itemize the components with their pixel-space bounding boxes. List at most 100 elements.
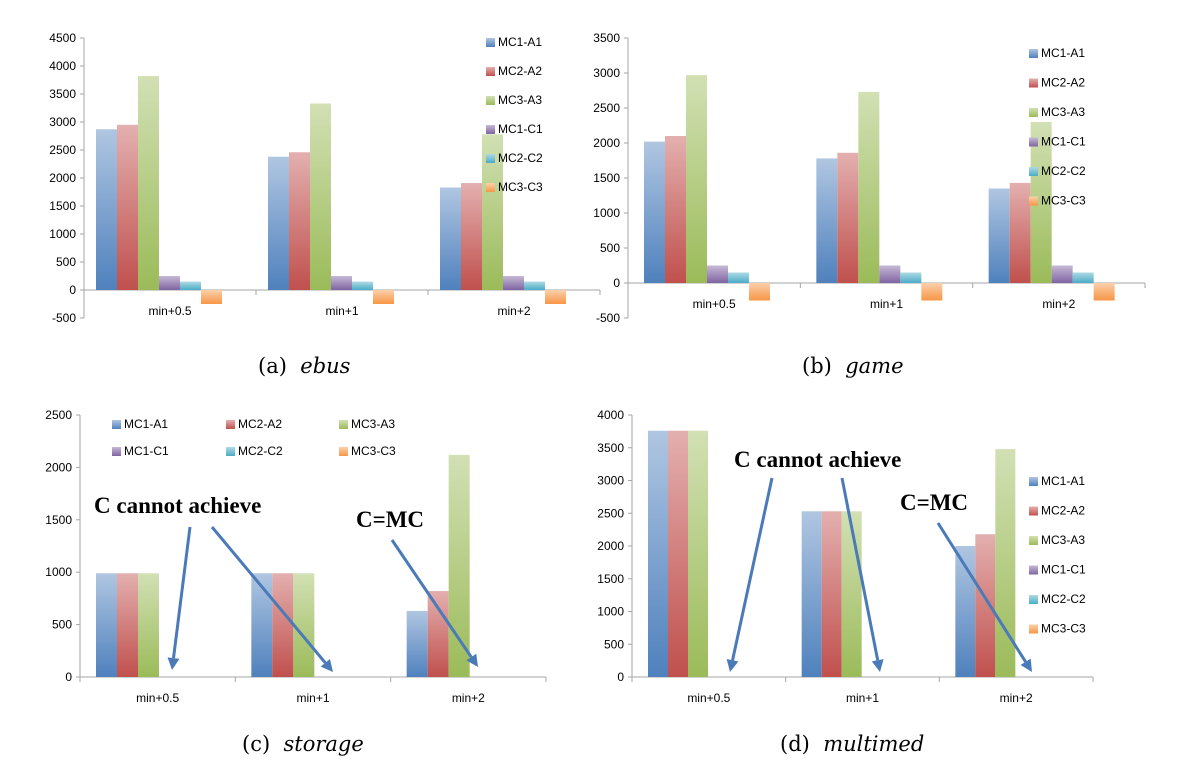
bar-a-mc2-a2-min-2 (461, 183, 482, 290)
bar-c-mc2-a2-min-1 (272, 573, 294, 677)
bar-b-mc2-a2-min-0-5 (665, 136, 686, 283)
chart-c-y-tick-label: 2000 (45, 460, 72, 474)
chart-d: 4000 3500 3000 2500 2000 1500 1000 500 0 min+0.5 m… (597, 408, 1094, 705)
chart-c-x-tick-label: min+2 (452, 691, 485, 705)
chart-a: 4500 4000 3500 3000 2500 2000 1500 1000 500 0 -500… (49, 31, 601, 325)
chart-b-y-tick-label: -500 (596, 311, 620, 325)
chart-c-x-tick-label: min+1 (296, 691, 329, 705)
annotation-c-c-mc: C=MC (356, 507, 424, 532)
bar-d-mc1-a1-min-0-5 (648, 430, 668, 677)
bar-d-mc2-a2-min-2 (975, 534, 996, 677)
bar-b-mc3-c3-min-0-5 (749, 283, 770, 301)
bar-b-mc2-c2-min-0-5 (728, 272, 749, 283)
chart-a-x-tick-label: min+2 (497, 304, 530, 318)
caption-a: (a) ebus (258, 354, 350, 378)
bar-c-mc1-a1-min-0-5 (96, 573, 117, 677)
legend-swatch-mc3-c3 (486, 183, 495, 192)
chart-b-y-tick-label: 500 (600, 241, 620, 255)
legend-swatch-mc2-c2 (1029, 595, 1038, 604)
bar-a-mc2-c2-min-2 (524, 281, 545, 290)
chart-c-y-tick-label: 1000 (45, 565, 72, 579)
bar-b-mc1-c1-min-0-5 (707, 265, 728, 283)
caption-d: (d) multimed (780, 732, 924, 756)
chart-d-y-tick-label: 1000 (597, 605, 624, 619)
bar-b-mc2-c2-min-1 (900, 272, 922, 283)
legend-label-mc2-c2: MC2-C2 (1041, 592, 1086, 606)
chart-d-x-tick-label: min+0.5 (687, 691, 730, 705)
chart-d-y-tick-label: 0 (617, 670, 624, 684)
bar-a-mc3-a3-min-1 (310, 103, 331, 291)
legend-swatch-mc3-a3 (1029, 536, 1038, 545)
legend-swatch-mc1-c1 (1029, 565, 1038, 575)
chart-a-y-tick-label: 4000 (49, 59, 76, 73)
caption-d-name: multimed (823, 732, 925, 756)
legend-label-mc1-c1: MC1-C1 (1041, 135, 1086, 149)
bar-b-mc1-c1-min-1 (879, 265, 901, 283)
chart-b-x-tick-label: min+2 (1042, 297, 1075, 311)
bar-c-mc2-a2-min-0-5 (117, 573, 138, 677)
bar-a-mc1-c1-min-1 (331, 276, 352, 290)
annotation-arrow-d-2 (936, 522, 1032, 672)
chart-b-y-tick-label: 3000 (593, 66, 620, 80)
bar-b-mc1-a1-min-0-5 (644, 141, 665, 283)
chart-d-y-tick-label: 3000 (597, 474, 624, 488)
chart-d-x-tick-label: min+1 (846, 691, 879, 705)
legend-label-mc2-a2: MC2-A2 (1041, 504, 1085, 518)
legend-swatch-mc3-a3 (339, 420, 348, 429)
chart-d-y-tick-label: 4000 (597, 408, 624, 422)
legend-swatch-mc2-a2 (1029, 78, 1038, 88)
bar-b-mc3-c3-min-1 (921, 283, 943, 301)
legend-swatch-mc2-c2 (1029, 167, 1038, 176)
caption-c-name: storage (283, 732, 364, 756)
chart-a-x-tick-label: min+1 (325, 304, 358, 318)
bar-d-mc3-a3-min-0-5 (688, 430, 708, 677)
legend-swatch-mc3-c3 (1029, 196, 1038, 206)
legend-swatch-mc2-c2 (226, 447, 235, 456)
bar-a-mc1-a1-min-0-5 (96, 129, 117, 290)
legend-label-mc3-a3: MC3-A3 (1041, 105, 1085, 119)
legend-swatch-mc1-c1 (112, 447, 121, 456)
legend-label-mc2-c2: MC2-C2 (238, 444, 283, 458)
legend-label-mc2-a2: MC2-A2 (238, 417, 282, 431)
chart-b-y-tick-label: 2500 (593, 101, 620, 115)
chart-a-y-tick-label: 1000 (49, 227, 76, 241)
legend-label-mc3-c3: MC3-C3 (1041, 194, 1086, 208)
annotation-arrow-d-1 (840, 477, 884, 672)
bar-b-mc3-a3-min-2 (1030, 122, 1052, 283)
bar-a-mc1-c1-min-2 (503, 276, 524, 290)
chart-b-y-tick-label: 1500 (593, 171, 620, 185)
legend-swatch-mc1-a1 (1029, 49, 1038, 58)
chart-b-legend: MC1-A1 MC2-A2 MC3-A3 MC1-C1 MC2-C2 MC3-C3 (1029, 46, 1086, 208)
legend-label-mc2-a2: MC2-A2 (498, 64, 542, 78)
bar-d-mc1-a1-min-1 (801, 511, 822, 677)
legend-label-mc1-c1: MC1-C1 (1041, 563, 1086, 577)
legend-swatch-mc1-a1 (112, 420, 121, 429)
bar-a-mc1-a1-min-1 (268, 156, 289, 290)
chart-a-y-tick-label: 3500 (49, 87, 76, 101)
chart-a-y-tick-label: 3000 (49, 115, 76, 129)
caption-c: (c) storage (242, 732, 364, 756)
caption-b: (b) game (802, 354, 904, 378)
chart-a-y-tick-label: 2500 (49, 143, 76, 157)
legend-label-mc1-a1: MC1-A1 (498, 35, 542, 49)
chart-a-y-tick-label: 500 (56, 255, 76, 269)
chart-b-x-tick-label: min+1 (870, 297, 903, 311)
legend-label-mc1-a1: MC1-A1 (1041, 46, 1085, 60)
chart-a-y-tick-label: 4500 (49, 31, 76, 45)
chart-c-y-tick-label: 0 (65, 670, 72, 684)
legend-label-mc1-c1: MC1-C1 (498, 122, 543, 136)
chart-a-x-tick-label: min+0.5 (148, 304, 191, 318)
legend-swatch-mc1-c1 (486, 125, 495, 134)
legend-label-mc3-a3: MC3-A3 (498, 93, 542, 107)
chart-c: 2500 2000 1500 1000 500 0 min+0.5 min+1 min+2 MC1… (45, 408, 547, 705)
annotation-arrow-c-1 (210, 526, 333, 672)
caption-b-name: game (845, 354, 904, 378)
chart-b-y-tick-label: 0 (613, 276, 620, 290)
chart-b-x-tick-label: min+0.5 (693, 297, 736, 311)
legend-swatch-mc1-a1 (1029, 477, 1038, 486)
bar-c-mc3-a3-min-2 (448, 454, 470, 677)
annotation-arrow-d-0 (726, 477, 774, 672)
legend-swatch-mc3-a3 (1029, 108, 1038, 117)
legend-label-mc2-c2: MC2-C2 (1041, 164, 1086, 178)
